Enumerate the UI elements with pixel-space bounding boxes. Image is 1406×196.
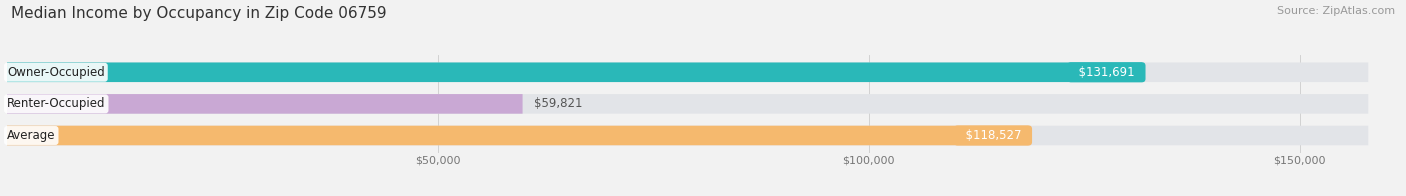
Text: $131,691: $131,691	[1071, 66, 1142, 79]
Text: Average: Average	[7, 129, 55, 142]
FancyBboxPatch shape	[7, 94, 1368, 114]
Text: Owner-Occupied: Owner-Occupied	[7, 66, 105, 79]
FancyBboxPatch shape	[7, 126, 1368, 145]
Text: Median Income by Occupancy in Zip Code 06759: Median Income by Occupancy in Zip Code 0…	[11, 6, 387, 21]
FancyBboxPatch shape	[7, 63, 1368, 82]
Text: Renter-Occupied: Renter-Occupied	[7, 97, 105, 110]
Text: $59,821: $59,821	[534, 97, 582, 110]
FancyBboxPatch shape	[7, 126, 1029, 145]
Text: $118,527: $118,527	[957, 129, 1029, 142]
FancyBboxPatch shape	[7, 94, 523, 114]
Text: Source: ZipAtlas.com: Source: ZipAtlas.com	[1277, 6, 1395, 16]
FancyBboxPatch shape	[7, 63, 1142, 82]
